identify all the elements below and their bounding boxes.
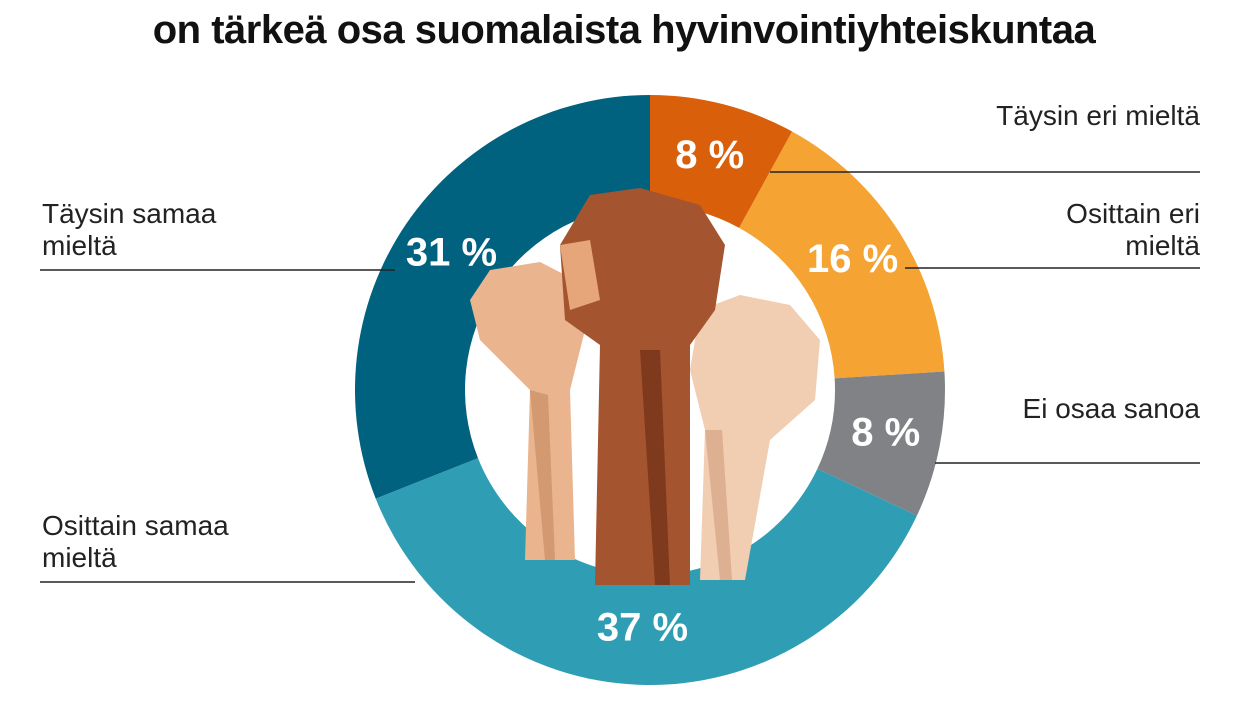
- category-label: Osittain eri mieltä: [1066, 198, 1200, 261]
- slices: [355, 95, 945, 685]
- value-label: 8 %: [851, 411, 920, 455]
- fist-middle-shade: [640, 350, 670, 585]
- category-label: Täysin eri mieltä: [996, 100, 1200, 131]
- donut-slice: [817, 371, 945, 516]
- value-label: 8 %: [675, 133, 744, 177]
- category-label: Osittain samaa mieltä: [42, 510, 229, 573]
- fist-left: [470, 262, 585, 560]
- fist-left-shade: [530, 390, 555, 560]
- category-label: Täysin samaa mieltä: [42, 198, 217, 261]
- fist-right-shade: [705, 430, 732, 580]
- donut-slice: [739, 131, 945, 379]
- donut-slice: [650, 95, 793, 228]
- value-label: 37 %: [597, 605, 688, 649]
- value-label: 16 %: [807, 237, 898, 281]
- category-label: Ei osaa sanoa: [1022, 393, 1200, 424]
- fist-middle-thumb: [560, 240, 600, 310]
- donut-slice: [375, 458, 917, 685]
- leader-lines: [40, 171, 1200, 583]
- value-labels: 8 % 16 % 8 % 37 % 31 %: [406, 133, 920, 649]
- donut-slice: [355, 95, 650, 499]
- chart-title: on tärkeä osa suomalaista hyvinvointiyht…: [152, 8, 1096, 52]
- value-label: 31 %: [406, 231, 497, 275]
- fists-illustration: [470, 188, 820, 585]
